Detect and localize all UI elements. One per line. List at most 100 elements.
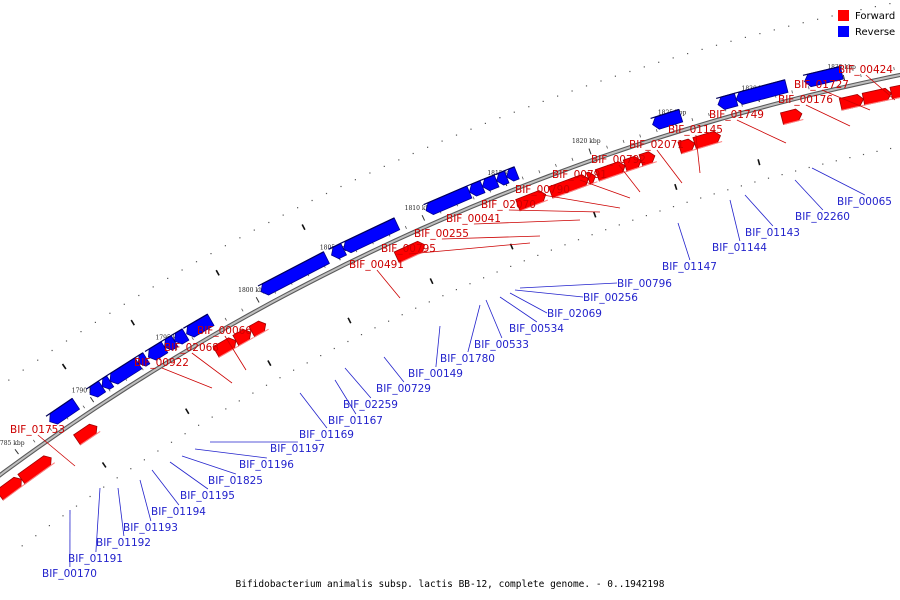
track-dot	[822, 163, 824, 165]
reverse-gene-label[interactable]: BIF_00796	[617, 278, 672, 290]
forward-gene-highlight	[626, 165, 644, 172]
marker-dash	[61, 363, 67, 370]
forward-gene-label[interactable]: BIF_00790	[515, 184, 570, 196]
track-dot	[781, 174, 783, 176]
track-dot	[282, 214, 284, 216]
marker-dash	[592, 211, 597, 218]
reverse-gene-shadow	[98, 375, 107, 382]
tick-minor	[191, 336, 194, 341]
reverse-gene-arrow[interactable]	[804, 65, 844, 88]
track-dot	[773, 29, 775, 31]
forward-gene-label[interactable]: BIF_01753	[10, 424, 65, 436]
reverse-gene-label[interactable]: BIF_01195	[180, 490, 235, 502]
reverse-gene-arrow[interactable]	[174, 328, 190, 345]
forward-gene-label[interactable]: BIF_02071	[629, 139, 684, 151]
label-leader-line	[485, 299, 503, 339]
forward-gene-arrow[interactable]	[889, 84, 900, 100]
reverse-gene-label[interactable]: BIF_00256	[583, 292, 638, 304]
forward-gene-label[interactable]: BIF_00041	[446, 213, 501, 225]
label-leader-line	[729, 199, 741, 242]
tick-label: 1835 kbp	[827, 64, 856, 71]
reverse-gene-label[interactable]: BIF_01167	[328, 415, 383, 427]
reverse-gene-label[interactable]: BIF_00170	[42, 568, 97, 580]
forward-gene-label[interactable]: BIF_01749	[709, 109, 764, 121]
reverse-gene-shadow	[734, 79, 785, 94]
tick-minor	[571, 157, 574, 161]
track-dot	[862, 153, 865, 156]
reverse-gene-label[interactable]: BIF_02259	[343, 399, 398, 411]
reverse-gene-shadow	[328, 242, 341, 250]
forward-gene-label[interactable]: BIF_00491	[349, 259, 404, 271]
reverse-gene-label[interactable]: BIF_01147	[662, 261, 717, 273]
tick-mark	[255, 296, 260, 303]
reverse-gene-label[interactable]: BIF_01825	[208, 475, 263, 487]
forward-gene-label[interactable]: BIF_00424	[838, 64, 893, 76]
reverse-gene-arrow[interactable]	[735, 79, 789, 105]
forward-gene-label[interactable]: BIF_00922	[134, 357, 189, 369]
reverse-gene-arrow[interactable]	[186, 313, 215, 338]
tick-minor	[224, 317, 227, 321]
reverse-gene-label[interactable]: BIF_01196	[239, 459, 294, 471]
reverse-gene-label[interactable]: BIF_01192	[96, 537, 151, 549]
track-dot	[700, 197, 702, 199]
forward-gene-label[interactable]: BIF_01145	[668, 124, 723, 136]
tick-minor	[49, 427, 52, 431]
forward-gene-label[interactable]: BIF_02068	[164, 342, 219, 354]
reverse-gene-label[interactable]: BIF_02069	[547, 308, 602, 320]
reverse-gene-label[interactable]: BIF_01780	[440, 353, 495, 365]
track-dots	[8, 3, 892, 547]
reverse-gene-label[interactable]: BIF_01143	[745, 227, 800, 239]
reverse-gene-arrow[interactable]	[260, 251, 330, 296]
forward-gene-label[interactable]: BIF_00792	[591, 154, 646, 166]
tick-label: 1785 kbp	[0, 440, 25, 447]
reverse-gene-arrow[interactable]	[137, 352, 151, 367]
label-leader-line	[161, 367, 213, 389]
reverse-gene-label[interactable]: BIF_01169	[299, 429, 354, 441]
forward-gene-label[interactable]: BIF_02070	[481, 199, 536, 211]
forward-gene-label[interactable]: BIF_01727	[794, 79, 849, 91]
reverse-gene-label[interactable]: BIF_00065	[837, 196, 892, 208]
track-dot	[238, 400, 240, 402]
reverse-gene-label[interactable]: BIF_00149	[408, 368, 463, 380]
backbone-shadow	[0, 72, 900, 478]
reverse-gene-label[interactable]: BIF_01144	[712, 242, 767, 254]
reverse-gene-label[interactable]: BIF_00534	[509, 323, 564, 335]
tick-minor	[655, 129, 658, 133]
label-leader-line	[441, 235, 541, 240]
reverse-gene-arrow[interactable]	[506, 166, 520, 182]
legend-forward-swatch	[838, 10, 849, 21]
track-dot	[293, 369, 295, 371]
forward-gene-label[interactable]: BIF_00066	[197, 325, 252, 337]
reverse-gene-label[interactable]: BIF_01191	[68, 553, 123, 565]
reverse-gene-label[interactable]: BIF_00533	[474, 339, 529, 351]
reverse-gene-label[interactable]: BIF_02260	[795, 211, 850, 223]
forward-gene-label[interactable]: BIF_00791	[552, 169, 607, 181]
reverse-gene-label[interactable]: BIF_01194	[151, 506, 206, 518]
marker-dash	[301, 224, 306, 231]
reverse-gene-arrow[interactable]	[652, 108, 684, 130]
reverse-gene-shadow	[144, 341, 162, 353]
reverse-gene-shadow	[86, 380, 99, 390]
reverse-gene-arrow[interactable]	[49, 397, 81, 425]
label-leader-line	[794, 179, 824, 211]
legend-reverse-swatch	[838, 26, 849, 37]
forward-gene-label[interactable]: BIF_00255	[414, 228, 469, 240]
track-dot	[629, 70, 631, 73]
tick-minor	[860, 74, 862, 78]
reverse-gene-label[interactable]: BIF_01197	[270, 443, 325, 455]
track-dot	[143, 459, 145, 461]
track-dot	[157, 450, 159, 452]
reverse-gene-arrow[interactable]	[468, 180, 486, 197]
reverse-gene-arrow[interactable]	[482, 174, 500, 192]
label-leader-line	[408, 242, 531, 255]
label-leader-line	[736, 119, 787, 144]
track-dot	[528, 106, 530, 108]
forward-gene-highlight	[2, 483, 26, 501]
forward-gene-label[interactable]: BIF_00176	[778, 94, 833, 106]
reverse-gene-label[interactable]: BIF_00729	[376, 383, 431, 395]
track-dot	[632, 219, 634, 221]
forward-gene-label[interactable]: BIF_00795	[381, 243, 436, 255]
reverse-gene-label[interactable]: BIF_01193	[123, 522, 178, 534]
tick-minor	[808, 86, 810, 90]
reverse-gene-arrow[interactable]	[343, 217, 401, 254]
